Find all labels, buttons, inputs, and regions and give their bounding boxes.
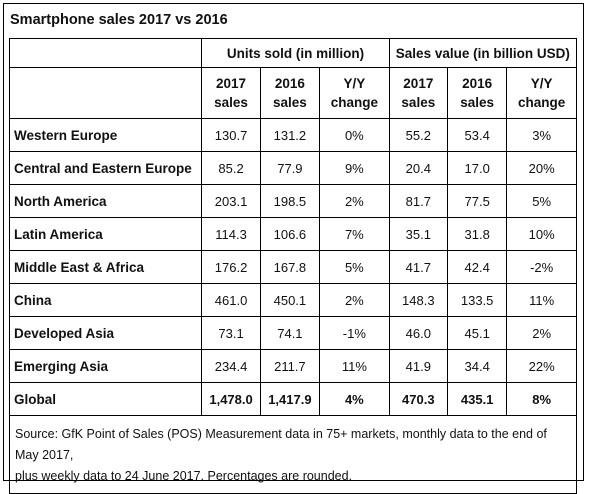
value-2017-cell: 81.7 — [388, 184, 448, 218]
header-value-yy: Y/Y change — [506, 67, 577, 119]
source-line-1: Source: GfK Point of Sales (POS) Measure… — [15, 427, 547, 462]
table-row: China 461.0 450.1 2% 148.3 133.5 11% — [8, 283, 577, 317]
value-2016-cell: 435.1 — [446, 382, 508, 416]
value-2016-cell: 17.0 — [446, 151, 508, 185]
value-2016-cell: 133.5 — [446, 283, 508, 317]
units-change-cell: -1% — [319, 316, 390, 350]
source-row: Source: GfK Point of Sales (POS) Measure… — [9, 415, 577, 494]
region-cell: Emerging Asia — [8, 349, 203, 383]
units-change-cell: 5% — [319, 250, 390, 284]
value-2017-cell: 55.2 — [388, 118, 448, 152]
units-change-cell: 2% — [319, 184, 390, 218]
value-2016-cell: 53.4 — [446, 118, 508, 152]
value-2016-cell: 34.4 — [446, 349, 508, 383]
value-2016-cell: 45.1 — [446, 316, 508, 350]
value-change-cell: 22% — [506, 349, 577, 383]
header-value-2016: 2016 sales — [446, 67, 508, 119]
region-cell: China — [8, 283, 203, 317]
region-cell: North America — [8, 184, 203, 218]
region-cell: Global — [8, 382, 203, 416]
units-2017-cell: 85.2 — [201, 151, 261, 185]
value-2017-cell: 470.3 — [388, 382, 448, 416]
units-2016-cell: 106.6 — [259, 217, 321, 251]
units-2016-cell: 211.7 — [259, 349, 321, 383]
value-change-cell: 20% — [506, 151, 577, 185]
units-2016-cell: 450.1 — [259, 283, 321, 317]
units-2016-cell: 131.2 — [259, 118, 321, 152]
units-2017-cell: 130.7 — [201, 118, 261, 152]
table-row-global: Global 1,478.0 1,417.9 4% 470.3 435.1 8% — [8, 382, 577, 416]
region-cell: Developed Asia — [8, 316, 203, 350]
units-change-cell: 0% — [319, 118, 390, 152]
header-units-2017: 2017 sales — [201, 67, 261, 119]
value-change-cell: 11% — [506, 283, 577, 317]
header-region-blank — [8, 67, 203, 119]
units-change-cell: 11% — [319, 349, 390, 383]
value-2016-cell: 77.5 — [446, 184, 508, 218]
units-2016-cell: 198.5 — [259, 184, 321, 218]
region-cell: Western Europe — [8, 118, 203, 152]
region-cell: Latin America — [8, 217, 203, 251]
header-value-group: Sales value (in billion USD) — [388, 38, 578, 68]
units-change-cell: 4% — [319, 382, 390, 416]
table-row: North America 203.1 198.5 2% 81.7 77.5 5… — [8, 184, 577, 218]
header-units-2016: 2016 sales — [259, 67, 321, 119]
value-change-cell: 8% — [506, 382, 577, 416]
value-2017-cell: 20.4 — [388, 151, 448, 185]
units-2017-cell: 461.0 — [201, 283, 261, 317]
table-row: Developed Asia 73.1 74.1 -1% 46.0 45.1 2… — [8, 316, 577, 350]
value-2016-cell: 42.4 — [446, 250, 508, 284]
units-change-cell: 9% — [319, 151, 390, 185]
value-2017-cell: 41.7 — [388, 250, 448, 284]
units-2017-cell: 1,478.0 — [201, 382, 261, 416]
value-2016-cell: 31.8 — [446, 217, 508, 251]
units-2017-cell: 203.1 — [201, 184, 261, 218]
units-2016-cell: 77.9 — [259, 151, 321, 185]
value-change-cell: -2% — [506, 250, 577, 284]
table-row: Central and Eastern Europe 85.2 77.9 9% … — [8, 151, 577, 185]
units-2016-cell: 74.1 — [259, 316, 321, 350]
source-line-2: plus weekly data to 24 June 2017. Percen… — [15, 469, 353, 483]
region-cell: Middle East & Africa — [8, 250, 203, 284]
table-title: Smartphone sales 2017 vs 2016 — [10, 12, 228, 28]
table-row: Emerging Asia 234.4 211.7 11% 41.9 34.4 … — [8, 349, 577, 383]
value-change-cell: 3% — [506, 118, 577, 152]
units-2016-cell: 167.8 — [259, 250, 321, 284]
units-change-cell: 2% — [319, 283, 390, 317]
value-2017-cell: 41.9 — [388, 349, 448, 383]
source-note: Source: GfK Point of Sales (POS) Measure… — [9, 415, 577, 494]
table-row: Latin America 114.3 106.6 7% 35.1 31.8 1… — [8, 217, 577, 251]
header-blank — [8, 38, 203, 68]
units-2017-cell: 73.1 — [201, 316, 261, 350]
value-2017-cell: 46.0 — [388, 316, 448, 350]
units-2017-cell: 114.3 — [201, 217, 261, 251]
value-2017-cell: 148.3 — [388, 283, 448, 317]
header-units-yy: Y/Y change — [319, 67, 390, 119]
table-row: Middle East & Africa 176.2 167.8 5% 41.7… — [8, 250, 577, 284]
table-row: Western Europe 130.7 131.2 0% 55.2 53.4 … — [8, 118, 577, 152]
sales-table: Units sold (in million) Sales value (in … — [8, 38, 578, 494]
value-change-cell: 5% — [506, 184, 577, 218]
value-2017-cell: 35.1 — [388, 217, 448, 251]
value-change-cell: 10% — [506, 217, 577, 251]
header-units-group: Units sold (in million) — [201, 38, 390, 68]
header-value-2017: 2017 sales — [388, 67, 448, 119]
region-cell: Central and Eastern Europe — [8, 151, 203, 185]
units-2016-cell: 1,417.9 — [259, 382, 321, 416]
value-change-cell: 2% — [506, 316, 577, 350]
units-2017-cell: 234.4 — [201, 349, 261, 383]
units-change-cell: 7% — [319, 217, 390, 251]
units-2017-cell: 176.2 — [201, 250, 261, 284]
